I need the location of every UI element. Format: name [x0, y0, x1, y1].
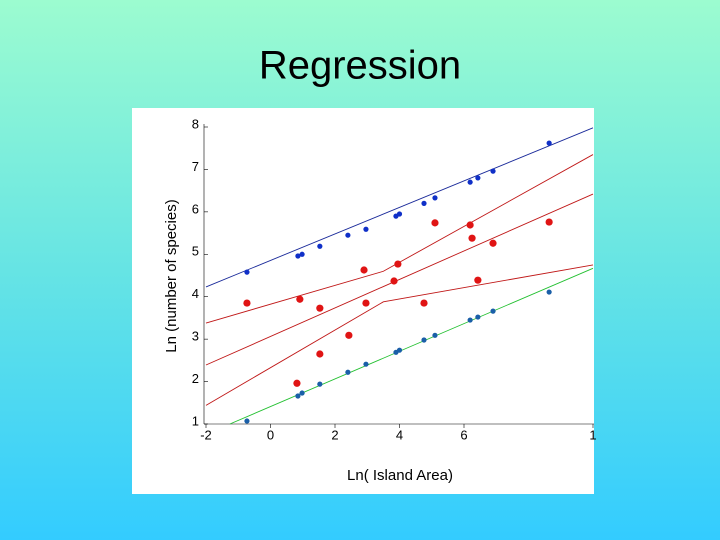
data-point [345, 331, 353, 339]
data-point [317, 381, 323, 387]
data-point [420, 299, 428, 307]
data-point [546, 140, 552, 146]
y-tick-label: 4 [192, 286, 199, 301]
x-tick-label: 1 [589, 427, 596, 442]
x-tick-label: -2 [200, 427, 212, 442]
y-tick-label: 5 [192, 244, 199, 259]
data-point [468, 234, 476, 242]
data-point [345, 369, 351, 375]
data-point [296, 295, 304, 303]
x-tick-label: 0 [267, 427, 274, 442]
data-point [396, 211, 403, 217]
y-tick-label: 3 [192, 329, 199, 344]
data-point [545, 218, 553, 226]
data-point [363, 361, 369, 367]
data-point [345, 232, 351, 238]
data-point [475, 314, 481, 320]
y-tick-label: 8 [192, 116, 199, 131]
data-point [421, 200, 427, 206]
data-point [295, 393, 301, 399]
data-point [490, 168, 496, 174]
data-point [394, 260, 402, 268]
data-point [466, 221, 474, 229]
data-point [317, 243, 323, 249]
slide-title: Regression [259, 44, 461, 88]
fit-line [205, 193, 594, 366]
data-point [432, 195, 438, 201]
data-point [360, 266, 368, 274]
data-point [421, 337, 427, 343]
y-tick-label: 1 [192, 413, 199, 428]
y-tick-label: 2 [192, 371, 199, 386]
fit-line [205, 264, 594, 406]
data-point [244, 418, 250, 424]
x-tick-label: 6 [460, 427, 467, 442]
y-tick-label: 7 [192, 159, 199, 174]
x-axis-label: Ln( Island Area) [347, 467, 453, 484]
fit-line [205, 154, 594, 324]
data-point [396, 347, 403, 353]
y-tick-label: 6 [192, 201, 199, 216]
data-point [489, 239, 497, 247]
data-point [546, 289, 552, 295]
data-point [295, 253, 301, 259]
data-point [244, 269, 250, 275]
data-point [490, 308, 496, 314]
data-point [316, 304, 324, 312]
fit-line [229, 267, 594, 425]
data-point [299, 390, 305, 396]
data-point [390, 277, 398, 285]
data-point [316, 350, 324, 358]
data-point [243, 299, 251, 307]
x-tick-label: 4 [396, 427, 403, 442]
fit-line [205, 127, 594, 288]
data-point [362, 299, 370, 307]
data-point [467, 179, 473, 185]
data-point [363, 226, 369, 232]
data-point [467, 317, 473, 323]
data-point [431, 219, 439, 227]
data-point [293, 379, 301, 387]
data-point [432, 332, 438, 338]
x-tick-label: 2 [331, 427, 338, 442]
data-point [475, 175, 481, 181]
data-point [474, 276, 482, 284]
y-axis-label: Ln (number of species) [163, 199, 180, 352]
data-point [299, 251, 305, 257]
